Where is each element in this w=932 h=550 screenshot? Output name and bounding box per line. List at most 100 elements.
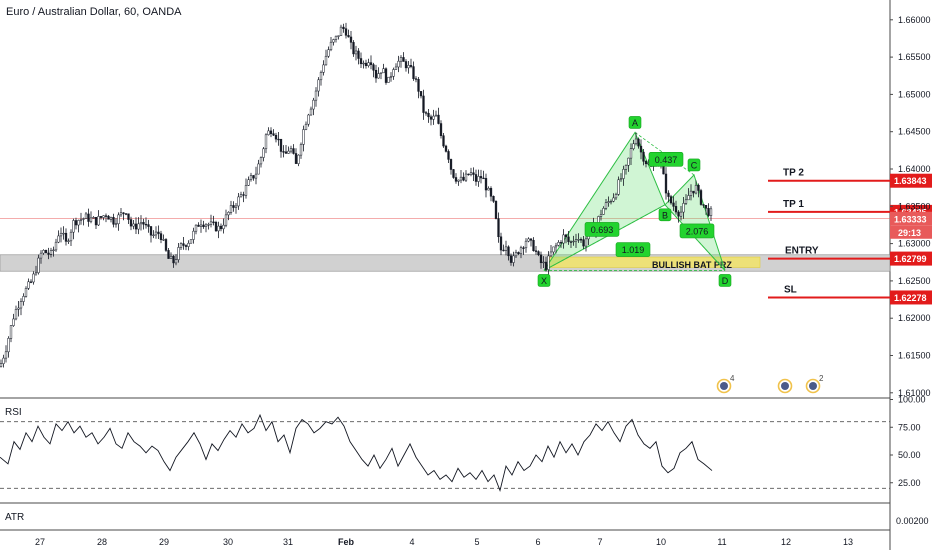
- candle-body: [159, 233, 163, 240]
- candle-body: [252, 175, 255, 179]
- level-label: ENTRY: [785, 246, 819, 257]
- candle-body: [227, 212, 230, 216]
- candle: [667, 190, 670, 203]
- candle: [612, 193, 615, 203]
- pattern-point-b[interactable]: [658, 208, 672, 222]
- time-tick-label: 28: [97, 537, 107, 547]
- candle-body: [144, 223, 148, 226]
- atr-tick-label: 0.00200: [896, 516, 929, 526]
- pattern-point-label: C: [691, 160, 698, 170]
- candle-body: [704, 205, 708, 209]
- candle-body: [162, 239, 165, 241]
- candle-body: [539, 254, 543, 264]
- candle-body: [612, 197, 615, 202]
- candle-body: [377, 73, 380, 79]
- pattern-point-d[interactable]: [718, 274, 732, 287]
- candle: [704, 205, 708, 215]
- candle-body: [39, 252, 43, 259]
- candle: [34, 265, 38, 276]
- candle-body: [107, 215, 110, 220]
- candle-body: [312, 99, 315, 110]
- time-tick-label: 10: [656, 537, 666, 547]
- candle: [239, 191, 243, 198]
- candle-body: [57, 235, 60, 243]
- candle: [429, 114, 433, 126]
- candle: [502, 244, 505, 252]
- candle: [22, 293, 25, 306]
- candle-body: [517, 252, 520, 254]
- candle: [477, 169, 480, 187]
- candle-body: [269, 130, 273, 134]
- price-tick-label: 1.65500: [898, 52, 931, 62]
- candle: [674, 200, 678, 215]
- candle: [299, 142, 303, 159]
- event-marker[interactable]: [777, 378, 793, 394]
- candle-body: [184, 245, 188, 247]
- candle: [437, 107, 440, 125]
- candle-body: [119, 212, 123, 216]
- candle-body: [157, 231, 160, 234]
- candle-body: [372, 64, 375, 71]
- candle-body: [664, 173, 668, 194]
- candle: [487, 186, 490, 191]
- candle: [132, 219, 135, 230]
- event-marker[interactable]: 4: [716, 374, 736, 394]
- candle: [639, 139, 643, 160]
- candle: [129, 216, 133, 231]
- candle-body: [634, 138, 638, 145]
- candle-body: [542, 261, 545, 264]
- candle-body: [72, 220, 75, 233]
- candle: [224, 209, 228, 228]
- candle-body: [549, 251, 553, 257]
- candle-body: [122, 212, 125, 214]
- time-tick-label: 11: [717, 537, 726, 547]
- candle: [434, 110, 438, 117]
- candle-body: [414, 78, 418, 80]
- candle-body: [402, 57, 405, 62]
- pattern-point-c[interactable]: [687, 158, 701, 172]
- candle: [627, 157, 630, 172]
- candle: [269, 127, 273, 138]
- candle-body: [432, 115, 435, 120]
- candle-body: [304, 123, 308, 130]
- candle: [629, 143, 633, 165]
- candle: [452, 168, 455, 179]
- candle-body: [27, 281, 30, 289]
- candle-body: [599, 214, 603, 217]
- candle: [442, 133, 445, 148]
- candle-body: [257, 163, 260, 175]
- candle: [392, 67, 395, 80]
- candle-body: [307, 114, 310, 125]
- candle: [482, 170, 485, 180]
- candle-body: [397, 60, 400, 68]
- candle-body: [0, 363, 3, 367]
- candle: [687, 188, 690, 201]
- candle-body: [484, 178, 488, 191]
- candle: [212, 215, 215, 226]
- candle: [17, 301, 20, 317]
- candle: [559, 240, 563, 248]
- candle-body: [559, 242, 563, 244]
- pattern-point-a[interactable]: [628, 116, 642, 129]
- candle-body: [132, 223, 135, 227]
- candle: [679, 205, 683, 221]
- candle: [369, 55, 373, 70]
- candle: [707, 203, 710, 218]
- candle-body: [322, 64, 325, 73]
- candle-body: [604, 202, 608, 209]
- candle-body: [394, 66, 398, 70]
- candle-body: [449, 159, 453, 170]
- candle: [614, 192, 618, 200]
- candle: [122, 212, 125, 221]
- candle-body: [334, 35, 338, 40]
- candle: [54, 238, 58, 252]
- candle-body: [134, 223, 138, 230]
- event-marker[interactable]: 2: [805, 374, 825, 394]
- candle: [637, 137, 640, 149]
- atr-pane-label: ATR: [5, 512, 25, 523]
- candle: [297, 154, 300, 167]
- pattern-ratio-box: [615, 242, 651, 257]
- candle-body: [314, 90, 318, 101]
- pattern-point-x[interactable]: [537, 274, 551, 287]
